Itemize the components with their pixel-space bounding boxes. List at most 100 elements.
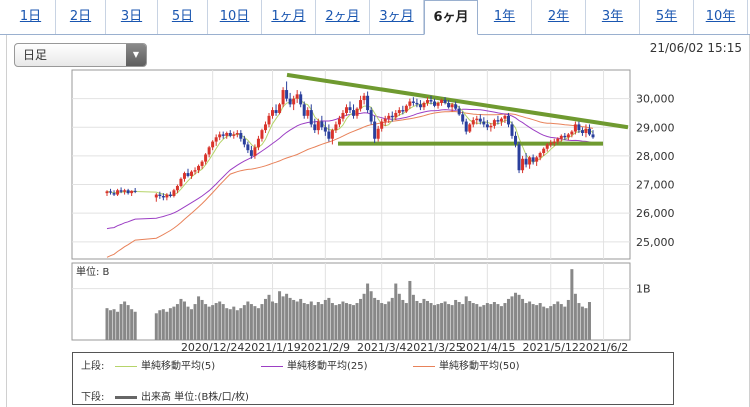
- legend: 上段: 単純移動平均(5) 単純移動平均(25) 単純移動平均(50) 下段: …: [72, 352, 674, 405]
- interval-select[interactable]: 日足 ▼: [14, 43, 147, 67]
- candle-body: [531, 157, 535, 162]
- legend-ma50: 単純移動平均(50): [413, 357, 520, 372]
- tab-7[interactable]: 2ヶ月: [316, 0, 370, 34]
- tab-8[interactable]: 3ヶ月: [370, 0, 424, 34]
- volume-bar: [394, 283, 398, 340]
- candle-body: [260, 130, 264, 139]
- tab-11[interactable]: 2年: [532, 0, 586, 34]
- price-tick-label: 25,000: [636, 236, 675, 249]
- volume-bar: [263, 298, 267, 340]
- candle-body: [126, 190, 130, 194]
- candle-body: [211, 141, 215, 148]
- candle-body: [566, 134, 570, 138]
- volume-bar: [355, 303, 359, 340]
- candle-body: [207, 147, 211, 155]
- volume-bar: [362, 293, 366, 340]
- volume-bar: [214, 303, 218, 340]
- tab-14[interactable]: 10年: [694, 0, 748, 34]
- volume-bar: [271, 301, 275, 340]
- volume-swatch: [115, 395, 137, 399]
- volume-bar: [471, 303, 475, 340]
- volume-bar: [528, 301, 532, 340]
- volume-bar: [383, 304, 387, 340]
- candle-body: [383, 118, 387, 122]
- candle-body: [267, 115, 271, 125]
- candle-body: [204, 154, 208, 162]
- volume-bar: [228, 309, 232, 340]
- candle-body: [570, 131, 574, 135]
- candle-body: [514, 135, 518, 145]
- tab-12[interactable]: 3年: [586, 0, 640, 34]
- candle-body: [341, 112, 345, 119]
- volume-unit-label: 単位: B: [76, 265, 110, 278]
- ma5-swatch: [115, 365, 137, 367]
- candle-body: [506, 115, 510, 125]
- volume-bar: [182, 301, 186, 340]
- volume-bar: [105, 308, 109, 340]
- volume-bar: [119, 304, 123, 340]
- candle-body: [373, 121, 377, 139]
- volume-bar: [341, 301, 345, 340]
- candle-body: [461, 114, 465, 122]
- candle-body: [591, 134, 595, 138]
- volume-bar: [447, 304, 451, 340]
- candle-body: [528, 157, 532, 165]
- volume-bar: [274, 303, 278, 340]
- candle-body: [175, 185, 179, 191]
- candle-body: [348, 107, 352, 111]
- candle-body: [401, 110, 405, 112]
- tab-5[interactable]: 10日: [208, 0, 262, 34]
- candle-body: [263, 124, 267, 131]
- candle-body: [197, 165, 201, 171]
- volume-bar: [489, 304, 493, 340]
- volume-bar: [327, 297, 331, 340]
- volume-bar: [366, 283, 370, 340]
- candle-body: [253, 147, 257, 156]
- tab-6[interactable]: 1ヶ月: [262, 0, 316, 34]
- candle-body: [492, 120, 496, 126]
- candle-body: [249, 150, 253, 156]
- candle-body: [587, 128, 591, 135]
- volume-bar: [482, 305, 486, 340]
- candle-body: [119, 190, 123, 192]
- volume-bar: [344, 303, 348, 340]
- candle-body: [563, 135, 567, 138]
- volume-bar: [559, 304, 563, 340]
- volume-bar: [369, 291, 373, 340]
- tab-4[interactable]: 5日: [158, 0, 208, 34]
- candle-body: [468, 124, 472, 132]
- candle-body: [524, 158, 528, 165]
- volume-bar: [218, 301, 222, 340]
- volume-bar: [422, 298, 426, 340]
- tab-10[interactable]: 1年: [478, 0, 532, 34]
- volume-bar: [211, 305, 215, 340]
- volume-bar: [531, 304, 535, 340]
- date-tick-label: 2021/3/4: [357, 341, 406, 354]
- volume-bar: [538, 303, 542, 340]
- candle-body: [105, 191, 109, 194]
- volume-bar: [545, 308, 549, 340]
- tab-3[interactable]: 3日: [106, 0, 158, 34]
- volume-bar: [239, 308, 243, 340]
- tab-2[interactable]: 2日: [56, 0, 106, 34]
- candle-body: [323, 127, 327, 132]
- date-tick-label: 2021/4/15: [459, 341, 515, 354]
- legend-ma50-label: 単純移動平均(50): [439, 361, 520, 372]
- tab-1[interactable]: 1日: [6, 0, 56, 34]
- tab-13[interactable]: 5年: [640, 0, 694, 34]
- date-tick-label: 2021/6/2: [579, 341, 628, 354]
- candle-body: [239, 133, 243, 139]
- candle-body: [545, 144, 549, 149]
- legend-ma5-label: 単純移動平均(5): [141, 361, 216, 372]
- volume-bar: [306, 304, 310, 340]
- interval-select-value: 日足: [23, 48, 48, 62]
- volume-bar: [517, 294, 521, 340]
- volume-bar: [521, 298, 525, 340]
- candle-body: [190, 171, 194, 176]
- volume-bar: [475, 304, 479, 340]
- candle-body: [256, 138, 260, 148]
- volume-bar: [126, 305, 130, 340]
- tab-9[interactable]: 6ヶ月: [424, 0, 478, 35]
- candle-body: [133, 190, 137, 192]
